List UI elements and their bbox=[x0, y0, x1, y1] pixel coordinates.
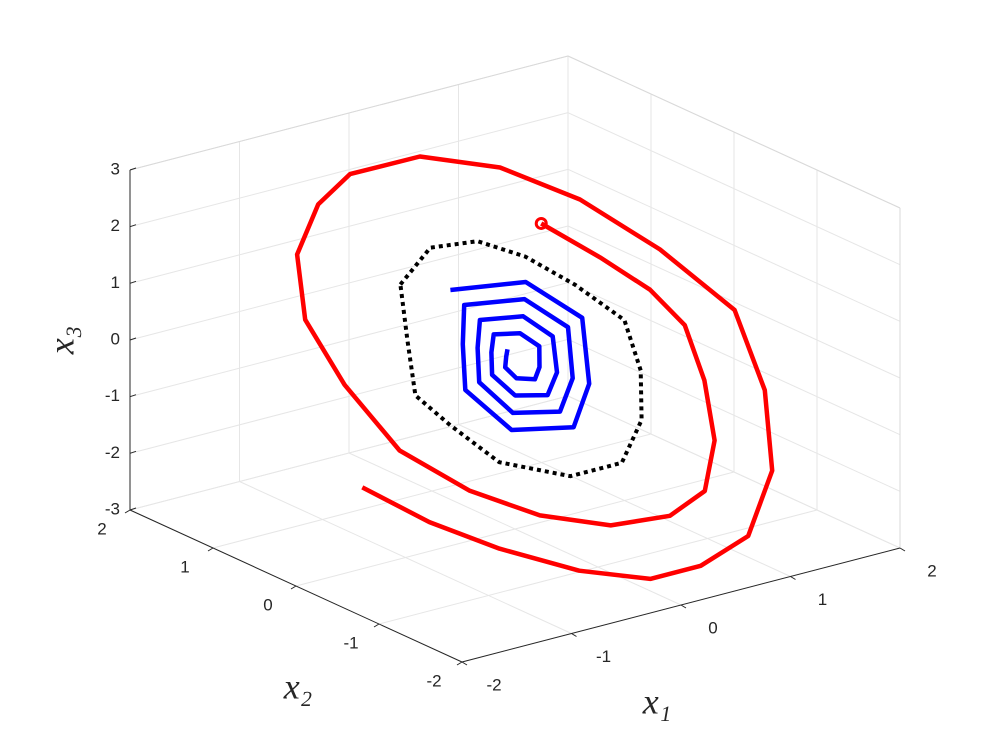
y-tick bbox=[124, 509, 131, 514]
grid-line bbox=[212, 433, 652, 549]
x-tick-label: 1 bbox=[818, 590, 827, 609]
grid-line bbox=[129, 338, 569, 454]
x-tick-label: -1 bbox=[596, 647, 611, 666]
z-axis-label: x₃ bbox=[41, 326, 81, 356]
z-tick bbox=[129, 507, 137, 511]
y-tick bbox=[373, 623, 380, 628]
z-tick bbox=[129, 394, 137, 398]
y-tick bbox=[207, 547, 214, 552]
y-tick bbox=[290, 585, 297, 590]
z-tick bbox=[129, 167, 137, 171]
x-tick bbox=[461, 661, 468, 666]
x-tick-label: 2 bbox=[927, 561, 936, 580]
grid-line bbox=[567, 282, 901, 436]
grid-line bbox=[567, 168, 901, 322]
z-tick-label: -2 bbox=[105, 443, 120, 462]
y-tick-label: -2 bbox=[426, 671, 441, 690]
x-tick bbox=[899, 547, 906, 552]
z-tick-label: 2 bbox=[111, 216, 120, 235]
grid-line bbox=[567, 338, 901, 492]
trajectory bbox=[398, 239, 644, 479]
y-tick-label: -1 bbox=[343, 633, 358, 652]
x-tick bbox=[571, 633, 577, 637]
y-tick bbox=[456, 661, 463, 666]
x-axis-label: x₁ bbox=[642, 681, 672, 721]
x-tick bbox=[680, 604, 687, 609]
y-axis-label: x₂ bbox=[283, 666, 313, 706]
z-tick-label: 3 bbox=[111, 159, 120, 178]
z-tick bbox=[129, 450, 137, 454]
start-marker bbox=[534, 216, 548, 230]
z-tick bbox=[129, 337, 137, 341]
trajectory bbox=[450, 279, 592, 433]
grid-line bbox=[378, 509, 818, 625]
z-tick-label: -1 bbox=[105, 386, 120, 405]
box-edge bbox=[129, 55, 569, 171]
x-tick bbox=[790, 576, 796, 580]
z-tick bbox=[129, 224, 137, 228]
x-tick-label: 0 bbox=[708, 618, 717, 637]
z-tick-label: 1 bbox=[111, 273, 120, 292]
y-tick-label: 0 bbox=[263, 595, 272, 614]
trajectory bbox=[294, 154, 775, 582]
grid-line bbox=[129, 168, 569, 284]
z-tick-label: -3 bbox=[105, 499, 120, 518]
grid-line bbox=[129, 112, 569, 228]
y-tick-label: 2 bbox=[97, 519, 106, 538]
z-tick-label: 0 bbox=[111, 329, 120, 348]
box-edge bbox=[567, 55, 901, 209]
grid-line bbox=[295, 471, 735, 587]
z-tick bbox=[129, 280, 137, 284]
y-tick-label: 1 bbox=[180, 557, 189, 576]
grid-line bbox=[567, 112, 901, 266]
grid-line bbox=[567, 225, 901, 379]
grid-line bbox=[567, 395, 901, 549]
x-tick-label: -2 bbox=[486, 675, 501, 694]
